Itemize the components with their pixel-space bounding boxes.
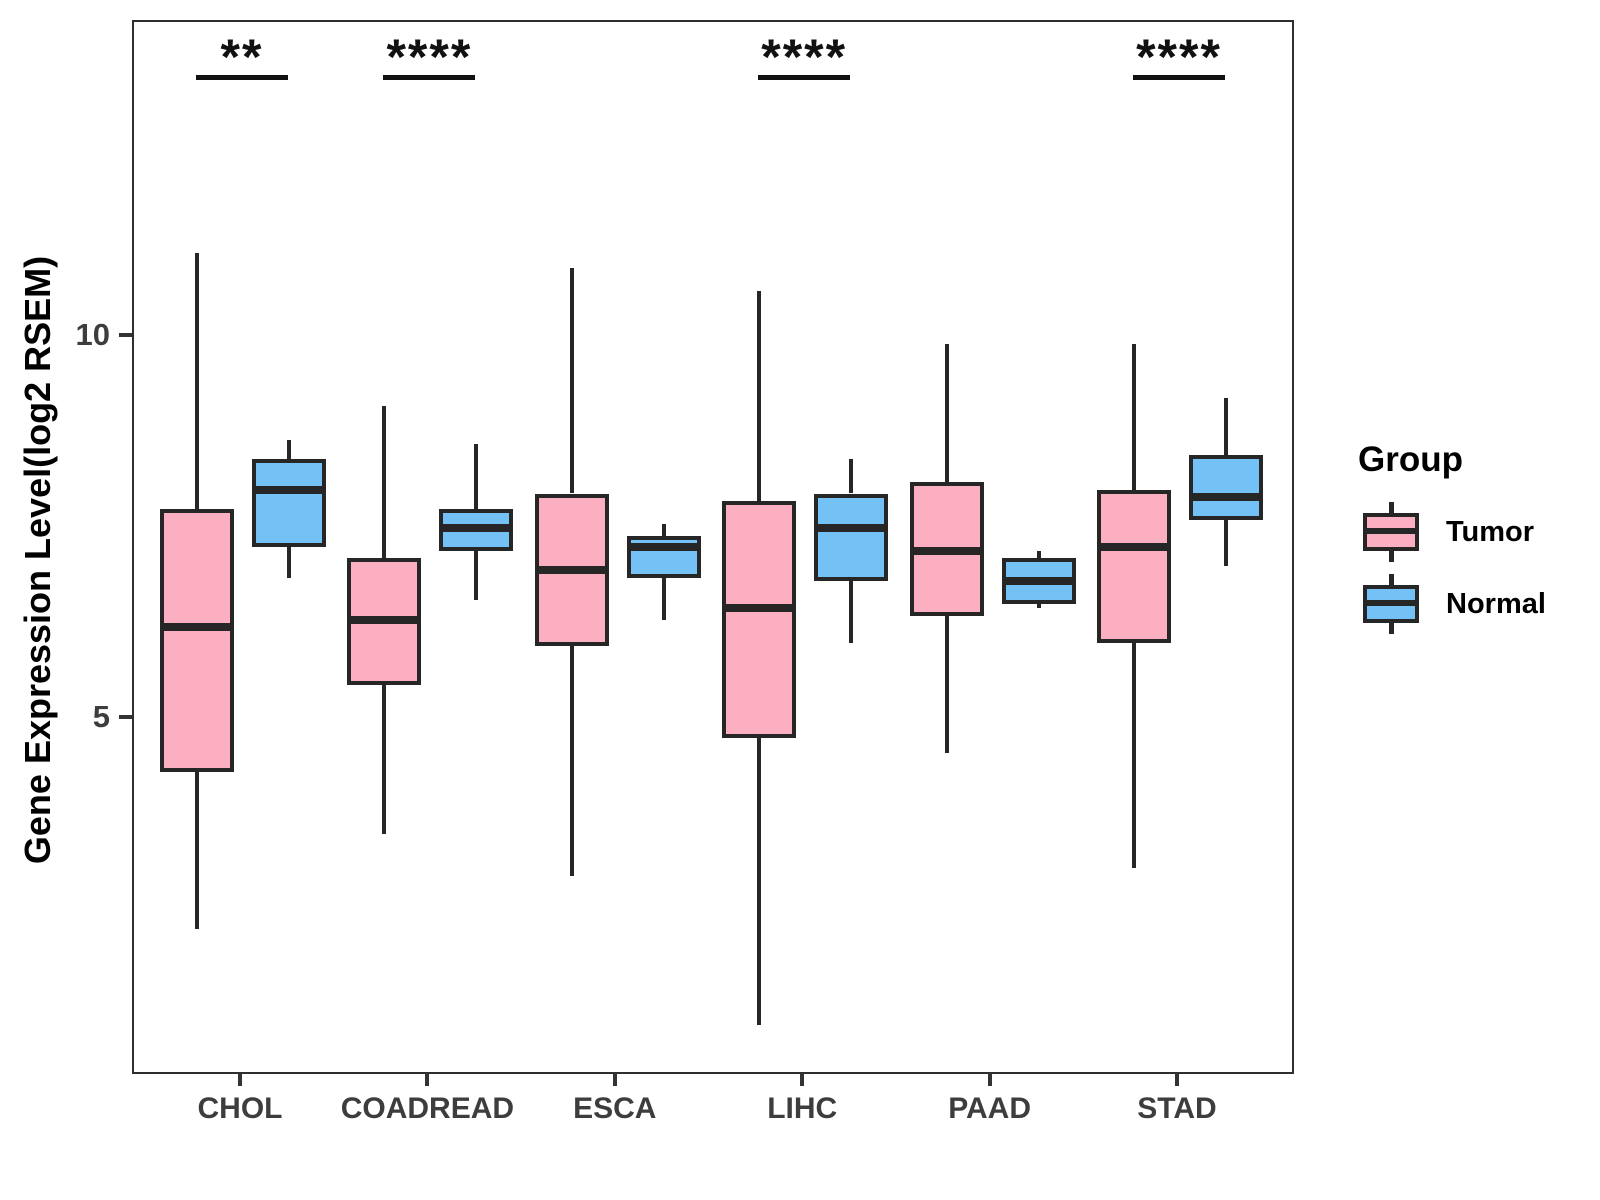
box-normal-lihc	[814, 493, 889, 582]
significance-bar-chol	[196, 75, 288, 80]
whisker-lower-normal-paad	[1036, 604, 1041, 609]
box-normal-stad	[1189, 455, 1263, 521]
median-tumor-coadread	[347, 615, 422, 624]
legend-item-tumor: Tumor	[1330, 502, 1590, 562]
key-whisker-top	[1389, 574, 1394, 586]
median-normal-lihc	[814, 523, 889, 532]
x-tick-label-coadread: COADREAD	[340, 1092, 515, 1125]
median-normal-stad	[1189, 493, 1263, 502]
whisker-upper-normal-paad	[1036, 550, 1041, 559]
box-tumor-stad	[1097, 489, 1171, 643]
x-tick-label-stad: STAD	[1137, 1092, 1217, 1125]
significance-stars-chol: **	[220, 29, 264, 85]
significance-bar-lihc	[758, 75, 851, 80]
x-tick-mark-lihc	[800, 1073, 805, 1086]
box-tumor-lihc	[722, 501, 797, 739]
x-tick-label-paad: PAAD	[948, 1092, 1031, 1125]
significance-stars-stad: ****	[1136, 29, 1222, 85]
whisker-lower-tumor-stad	[1132, 642, 1136, 868]
box-normal-esca	[626, 535, 701, 578]
whisker-lower-normal-coadread	[474, 550, 479, 601]
whisker-upper-normal-chol	[287, 440, 291, 460]
whisker-lower-tumor-esca	[569, 646, 574, 876]
whisker-upper-normal-coadread	[474, 443, 479, 509]
median-tumor-paad	[909, 546, 984, 555]
legend-label-normal: Normal	[1446, 587, 1546, 620]
x-tick-label-lihc: LIHC	[767, 1092, 838, 1125]
median-tumor-lihc	[722, 604, 797, 613]
box-tumor-chol	[160, 508, 234, 773]
key-median	[1363, 600, 1419, 606]
tumor-boxplot-key-icon	[1362, 502, 1420, 562]
legend-item-normal: Normal	[1330, 574, 1590, 634]
whisker-upper-tumor-chol	[195, 252, 199, 509]
whisker-upper-tumor-coadread	[382, 405, 387, 559]
whisker-upper-normal-esca	[661, 524, 666, 536]
key-whisker-bottom	[1389, 550, 1394, 562]
whisker-lower-normal-esca	[661, 577, 666, 620]
x-tick-mark-paad	[987, 1073, 992, 1086]
y-tick-mark-5	[119, 714, 132, 719]
whisker-lower-tumor-lihc	[757, 738, 762, 1025]
legend: Group Tumor Normal	[1330, 440, 1590, 646]
key-whisker-bottom	[1389, 622, 1394, 634]
x-tick-mark-chol	[238, 1073, 242, 1086]
x-tick-mark-stad	[1175, 1073, 1179, 1086]
y-tick-mark-10	[119, 332, 132, 337]
whisker-upper-tumor-esca	[569, 268, 574, 494]
whisker-lower-normal-chol	[287, 547, 291, 578]
whisker-upper-tumor-stad	[1132, 344, 1136, 490]
key-median	[1363, 528, 1419, 534]
x-tick-label-esca: ESCA	[573, 1092, 657, 1125]
legend-label-tumor: Tumor	[1446, 515, 1535, 548]
whisker-lower-tumor-paad	[944, 615, 949, 754]
whisker-upper-tumor-lihc	[757, 290, 762, 502]
median-normal-chol	[252, 485, 326, 494]
whisker-upper-normal-stad	[1224, 397, 1228, 456]
median-normal-coadread	[439, 523, 514, 532]
x-tick-mark-esca	[612, 1073, 617, 1086]
median-tumor-esca	[534, 565, 609, 574]
median-tumor-stad	[1097, 543, 1171, 551]
median-normal-paad	[1001, 577, 1076, 586]
y-tick-label-5: 5	[92, 698, 110, 734]
significance-stars-lihc: ****	[761, 29, 848, 85]
y-tick-label-10: 10	[75, 316, 110, 352]
median-normal-esca	[626, 543, 701, 551]
x-tick-label-chol: CHOL	[197, 1092, 283, 1125]
significance-bar-stad	[1133, 75, 1225, 80]
whisker-lower-normal-lihc	[849, 581, 854, 643]
normal-boxplot-key-icon	[1362, 574, 1420, 634]
whisker-lower-tumor-chol	[195, 772, 199, 930]
whisker-upper-tumor-paad	[944, 344, 949, 483]
legend-title: Group	[1358, 440, 1463, 479]
significance-stars-coadread: ****	[386, 29, 473, 85]
whisker-upper-normal-lihc	[849, 459, 854, 494]
whisker-lower-tumor-coadread	[382, 684, 387, 834]
median-tumor-chol	[160, 623, 234, 632]
key-whisker-top	[1389, 502, 1394, 514]
whisker-lower-normal-stad	[1224, 520, 1228, 567]
significance-bar-coadread	[383, 75, 476, 80]
box-normal-chol	[252, 459, 326, 547]
y-axis-title: Gene Expression Level(log2 RSEM)	[17, 255, 58, 865]
x-tick-mark-coadread	[425, 1073, 430, 1086]
plot-panel: ** **** **** ****	[132, 20, 1294, 1074]
